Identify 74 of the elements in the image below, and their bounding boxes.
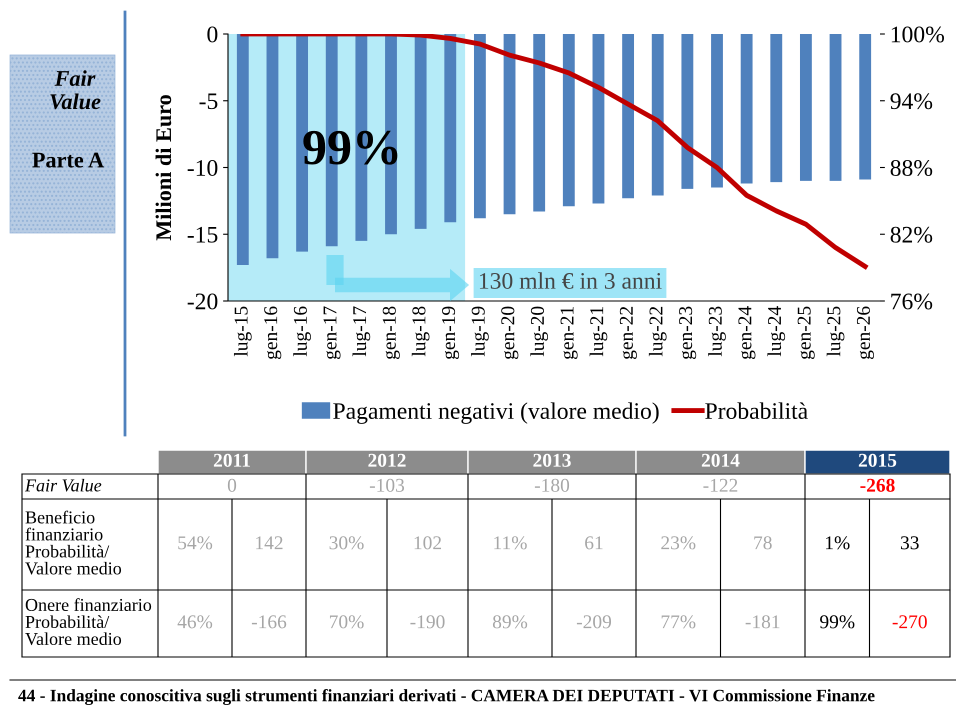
x-tick-label: gen-21 bbox=[560, 307, 578, 360]
y2-tick-label: 88% bbox=[890, 160, 932, 176]
text: 70% bbox=[330, 615, 364, 628]
text: -181 bbox=[746, 615, 780, 628]
text: Onere finanziario Probabilità/ Valore medio bbox=[25, 598, 152, 646]
y-tick-label: -20 bbox=[188, 293, 218, 310]
x-tick-label: gen-18 bbox=[382, 306, 400, 360]
text: -166 bbox=[252, 615, 286, 628]
text: 78 bbox=[754, 536, 772, 550]
x-tick-label: gen-25 bbox=[798, 306, 815, 360]
y-axis-title: Milioni di Euro bbox=[156, 95, 172, 240]
text: 0 bbox=[228, 478, 236, 492]
text: Beneficio finanziario Probabilità/ Valore medio bbox=[25, 510, 122, 575]
text: Fair Value bbox=[50, 70, 100, 110]
y2-tick-label: 76% bbox=[891, 293, 932, 310]
text: 1% bbox=[826, 536, 850, 550]
x-tick-label: lug-16 bbox=[293, 306, 311, 356]
x-tick-label: lug-15 bbox=[234, 306, 252, 356]
text: 33 bbox=[900, 536, 919, 550]
x-tick-label: gen-26 bbox=[856, 306, 874, 360]
x-tick-label: lug-22 bbox=[648, 306, 667, 356]
text: 11% bbox=[494, 536, 527, 550]
text: 2015 bbox=[858, 454, 896, 467]
text: 44 - Indagine conoscitiva sugli strumenti finanziari derivati - CAMERA DEI DEPUTATI - VI Commissione Finanze bbox=[18, 688, 875, 706]
x-tick-label: gen-16 bbox=[264, 306, 282, 360]
legend-label: Pagamenti negativi (valore medio) bbox=[333, 402, 659, 424]
text: -270 bbox=[892, 615, 927, 628]
x-tick-label: gen-20 bbox=[501, 306, 518, 360]
x-tick-label: lug-24 bbox=[767, 306, 786, 356]
text: 30% bbox=[330, 536, 364, 550]
text: 99% bbox=[820, 615, 854, 628]
text: -103 bbox=[370, 478, 404, 492]
y-tick-label: -5 bbox=[199, 93, 218, 110]
text: -209 bbox=[576, 615, 612, 628]
text: 23% bbox=[661, 536, 696, 550]
y2-tick-label: 94% bbox=[890, 93, 932, 110]
x-tick-label: lug-21 bbox=[590, 307, 608, 356]
text: -268 bbox=[860, 478, 895, 492]
x-tick-label: lug-18 bbox=[412, 306, 430, 356]
y-tick-label: 0 bbox=[207, 26, 218, 42]
annotation: 130 mln € in 3 anni bbox=[480, 272, 662, 289]
x-tick-label: gen-22 bbox=[620, 306, 637, 360]
text: 77% bbox=[662, 615, 696, 628]
text: 2012 bbox=[368, 454, 406, 467]
y-tick-label: -10 bbox=[188, 160, 218, 176]
text: 46% bbox=[178, 615, 212, 628]
x-tick-label: gen-23 bbox=[679, 306, 696, 360]
x-tick-label: lug-25 bbox=[826, 306, 844, 356]
y-tick-label: -15 bbox=[188, 226, 218, 243]
x-tick-label: lug-19 bbox=[471, 306, 489, 356]
text: Parte A bbox=[32, 152, 104, 168]
x-tick-label: gen-24 bbox=[738, 306, 756, 360]
x-tick-label: lug-17 bbox=[352, 306, 370, 356]
x-tick-label: lug-23 bbox=[708, 306, 726, 356]
y2-tick-label: 82% bbox=[890, 226, 932, 243]
annotation: 99% bbox=[303, 130, 398, 165]
text: 2011 bbox=[214, 454, 250, 467]
text: 54% bbox=[178, 536, 212, 550]
text: 61 bbox=[585, 536, 603, 550]
text: 89% bbox=[492, 615, 528, 628]
text: -190 bbox=[410, 615, 445, 628]
x-tick-label: gen-19 bbox=[442, 306, 460, 360]
text: Fair Value bbox=[24, 478, 102, 492]
text: 142 bbox=[256, 536, 283, 550]
text: 2014 bbox=[702, 454, 740, 467]
text: 2013 bbox=[533, 454, 571, 467]
text: -180 bbox=[534, 478, 570, 492]
legend-label: Probabilità bbox=[705, 402, 808, 420]
x-tick-label: lug-20 bbox=[530, 306, 548, 356]
text: -122 bbox=[703, 478, 738, 492]
y2-tick-label: 100% bbox=[892, 26, 944, 42]
text: 102 bbox=[414, 536, 442, 550]
line-series bbox=[240, 34, 868, 269]
x-tick-label: gen-17 bbox=[324, 306, 341, 360]
